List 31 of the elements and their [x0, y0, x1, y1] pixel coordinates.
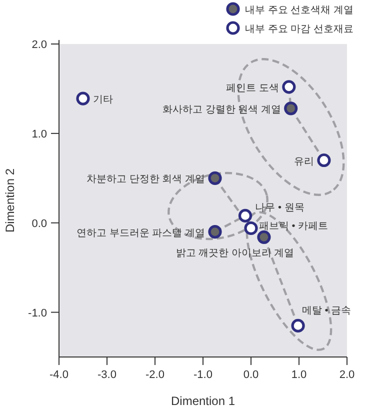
- point: [76, 92, 90, 106]
- annotation: 밝고 깨끗한 아이보리 계열: [176, 248, 294, 260]
- x-tick-label: 1.0: [291, 369, 307, 381]
- x-tick-label: -4.0: [50, 369, 68, 381]
- annotation: 차분하고 단정한 회색 계열: [86, 174, 205, 186]
- y-tick-label: 1.0: [32, 128, 47, 140]
- x-axis-title: Dimention 1: [170, 394, 236, 408]
- annotation: 패브릭 • 카페트: [259, 221, 328, 232]
- y-tick-label: 0.0: [32, 218, 47, 230]
- x-tick-label: 0.0: [243, 369, 259, 381]
- annotation: 기타: [93, 94, 113, 106]
- annotation: 페인트 도색: [226, 82, 279, 94]
- y-tick-label: -1.0: [28, 307, 47, 320]
- x-tick-label: -3.0: [98, 369, 116, 381]
- annotation: 화사하고 강렬한 원색 계열: [162, 104, 281, 116]
- y-axis-title: Dimention 2: [3, 168, 17, 233]
- y-tick-label: 2.0: [32, 39, 47, 51]
- point: [208, 225, 222, 239]
- x-tick-label: -1.0: [194, 369, 212, 381]
- point: [317, 153, 331, 168]
- annotation: 나무 • 원목: [255, 202, 304, 214]
- annotation: 유리: [294, 156, 314, 168]
- x-tick-label: 2.0: [339, 369, 355, 381]
- point: [282, 80, 296, 94]
- point: [208, 171, 222, 185]
- annotation: 연하고 부드러운 파스텔 계열: [76, 228, 205, 239]
- x-tick-label: -2.0: [146, 369, 164, 381]
- point: [284, 102, 298, 116]
- legend-label: 내부 주요 마감 선호재료: [245, 24, 354, 35]
- legend-label: 내부 주요 선호색채 계열: [245, 5, 354, 16]
- annotation: 메탈 • 금속: [302, 306, 352, 317]
